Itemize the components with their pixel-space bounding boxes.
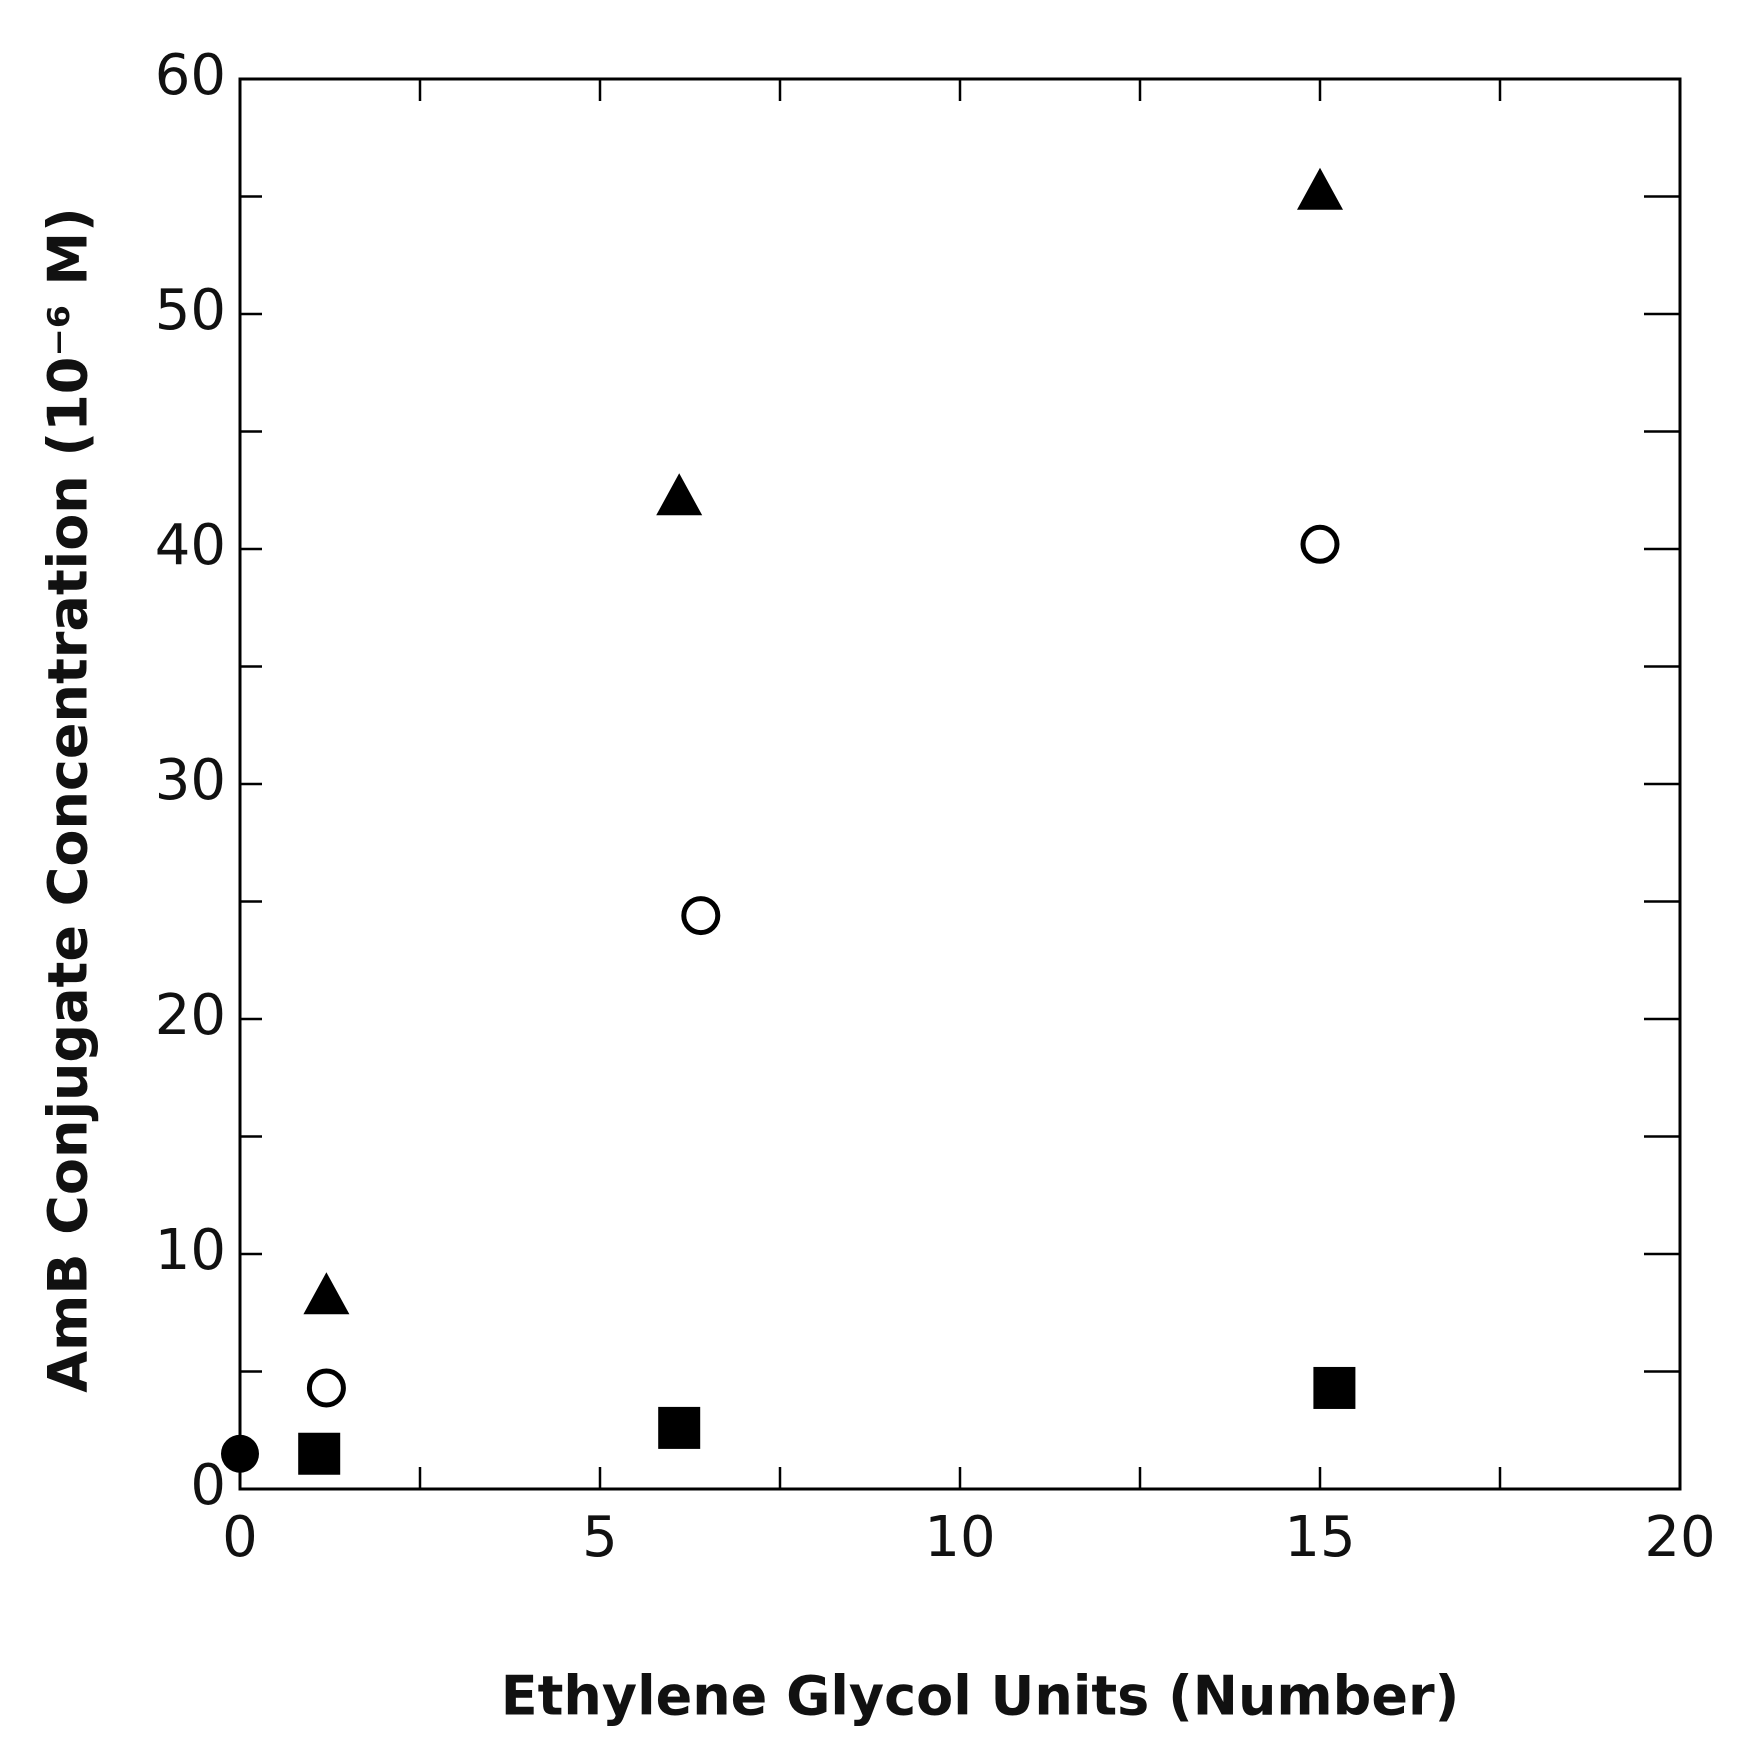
y-tick-label: 10 (155, 1218, 226, 1283)
point (303, 1272, 350, 1315)
x-tick-label: 0 (222, 1505, 258, 1570)
x-tick-label: 15 (1284, 1505, 1355, 1570)
y-tick-label: 50 (155, 278, 226, 343)
y-tick-label: 30 (155, 748, 226, 813)
x-tick-label: 10 (924, 1505, 995, 1570)
point (221, 1434, 259, 1473)
point (656, 473, 703, 516)
point (1300, 524, 1340, 564)
plot-frame (238, 77, 1682, 1491)
y-tick-label: 0 (190, 1453, 226, 1518)
x-tick-label: 20 (1644, 1505, 1715, 1570)
x-axis-label: Ethylene Glycol Units (Number) (501, 1665, 1460, 1728)
point (681, 896, 721, 936)
point (306, 1368, 346, 1408)
y-tick-label: 40 (155, 513, 226, 578)
y-axis-label: AmB Conjugate Concentration (10⁻⁶ M) (37, 207, 100, 1392)
point (1313, 1366, 1356, 1409)
point (1297, 167, 1343, 210)
point (298, 1432, 341, 1475)
y-tick-label: 20 (155, 983, 226, 1048)
x-tick-label: 5 (582, 1505, 618, 1570)
point (658, 1406, 701, 1449)
y-tick-label: 60 (155, 43, 226, 108)
